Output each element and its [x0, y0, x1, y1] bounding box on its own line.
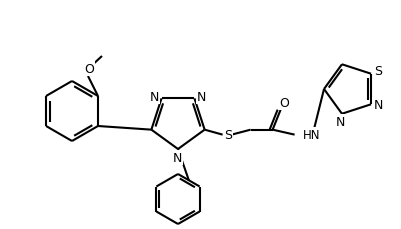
Text: N: N — [334, 116, 344, 129]
Text: HN: HN — [302, 129, 319, 142]
Text: S: S — [223, 129, 231, 142]
Text: N: N — [172, 151, 181, 164]
Text: N: N — [196, 90, 206, 104]
Text: N: N — [150, 90, 159, 104]
Text: S: S — [373, 65, 381, 78]
Text: O: O — [279, 97, 289, 110]
Text: N: N — [373, 98, 382, 111]
Text: O: O — [84, 62, 94, 75]
